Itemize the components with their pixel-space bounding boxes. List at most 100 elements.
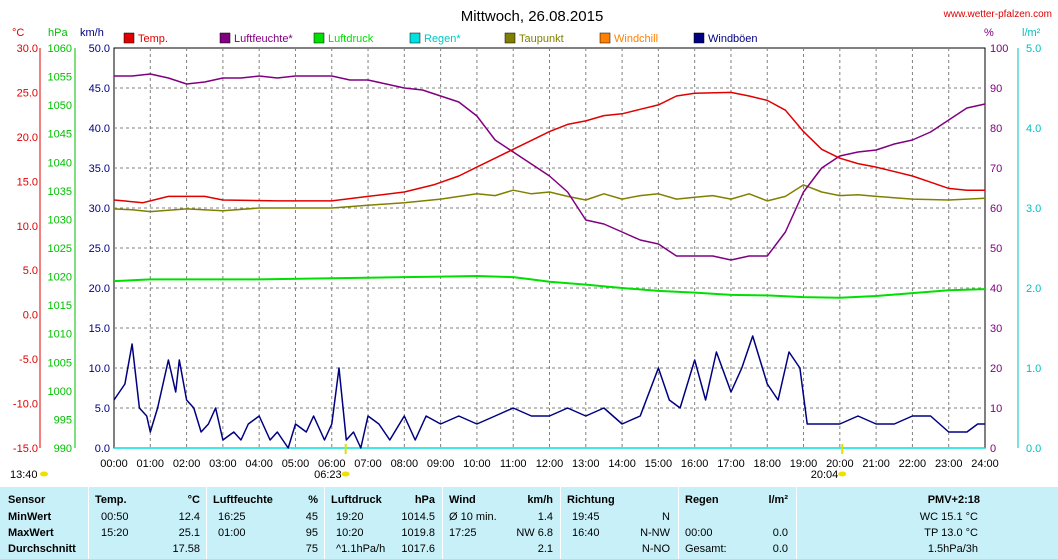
pressure-time: 19:20 xyxy=(336,511,364,523)
header-rain-unit: l/m² xyxy=(768,494,788,506)
wind-value: 1.4 xyxy=(537,511,553,523)
pressure-tick-label: 1000 xyxy=(48,386,72,398)
header-humidity-unit: % xyxy=(308,494,318,506)
direction-value: N-NO xyxy=(641,543,670,555)
column-divider xyxy=(324,487,325,559)
header-humidity: Luftfeuchte xyxy=(213,494,273,506)
wind-tick-label: 45.0 xyxy=(89,83,110,95)
column-divider xyxy=(796,487,797,559)
wind-value: 2.1 xyxy=(537,543,553,555)
x-tick-label: 21:00 xyxy=(862,458,890,470)
legend-label: Luftdruck xyxy=(328,33,374,45)
sunrise-time: 06:23 xyxy=(314,469,342,481)
legend-swatch xyxy=(219,32,231,44)
x-tick-label: 04:00 xyxy=(245,458,273,470)
column-divider xyxy=(206,487,207,559)
temp-tick-label: -5.0 xyxy=(19,354,38,366)
rain-value: 0.0 xyxy=(772,527,788,539)
x-tick-label: 18:00 xyxy=(753,458,781,470)
header-rain: Regen xyxy=(685,494,719,506)
humidity-tick-label: 40 xyxy=(990,283,1002,295)
moon-icon xyxy=(40,471,48,477)
legend-label: Luftfeuchte* xyxy=(234,33,293,45)
series-line-windböen xyxy=(113,335,985,449)
x-tick-label: 19:00 xyxy=(790,458,818,470)
x-tick-label: 14:00 xyxy=(608,458,636,470)
pressure-unit-label: hPa xyxy=(48,27,68,39)
pmv-value: 1.5hPa/3h xyxy=(927,543,978,555)
legend-label: Windböen xyxy=(708,33,758,45)
column-divider xyxy=(442,487,443,559)
site-url[interactable]: www.wetter-pfalzen.com xyxy=(943,9,1052,20)
x-tick-label: 13:00 xyxy=(572,458,600,470)
column-divider xyxy=(88,487,89,559)
x-tick-label: 17:00 xyxy=(717,458,745,470)
chart-title: Mittwoch, 26.08.2015 xyxy=(461,8,604,25)
header-direction: Richtung xyxy=(567,494,615,506)
pressure-tick-label: 1025 xyxy=(48,243,72,255)
humidity-tick-label: 80 xyxy=(990,123,1002,135)
legend-swatch xyxy=(123,32,135,44)
series-line-luftfeuchte xyxy=(114,73,986,261)
x-tick-label: 11:00 xyxy=(500,458,527,470)
pressure-time: ^1.1hPa/h xyxy=(336,543,386,555)
wind-value: NW 6.8 xyxy=(516,527,553,539)
x-tick-label: 03:00 xyxy=(209,458,237,470)
x-tick-label: 05:00 xyxy=(282,458,310,470)
row-label: MaxWert xyxy=(8,527,54,539)
x-tick-label: 08:00 xyxy=(391,458,419,470)
wind-tick-label: 0.0 xyxy=(95,443,110,455)
pressure-value: 1019.8 xyxy=(401,527,435,539)
legend-swatch xyxy=(313,32,325,44)
rain-unit-label: l/m² xyxy=(1022,27,1041,39)
wind-tick-label: 5.0 xyxy=(95,403,110,415)
humidity-value: 45 xyxy=(305,511,318,523)
temp-unit-label: °C xyxy=(12,27,24,39)
row-label: MinWert xyxy=(8,511,52,523)
pressure-tick-label: 1010 xyxy=(48,329,72,341)
axes: °C hPa km/h% l/m² 30.0 25.0 20.0 15.0 10.0 5.0 0.0… xyxy=(12,27,1041,470)
stats-table: Sensor Temp. °C Luftfeuchte% Luftdruck hPa Win… xyxy=(0,487,1058,559)
temp-tick-label: -10.0 xyxy=(13,399,38,411)
temp-tick-label: 20.0 xyxy=(17,132,38,144)
temp-time: 15:20 xyxy=(101,527,129,539)
x-tick-label: 00:00 xyxy=(100,458,128,470)
humidity-tick-label: 70 xyxy=(990,163,1002,175)
rain-tick-label: 4.0 xyxy=(1026,123,1041,135)
x-tick-label: 12:00 xyxy=(536,458,564,470)
rain-value: 0.0 xyxy=(772,543,788,555)
rain-tick-label: 2.0 xyxy=(1026,283,1041,295)
temp-time: 00:50 xyxy=(101,511,129,523)
plot-area xyxy=(113,47,986,449)
pressure-tick-label: 1005 xyxy=(48,357,72,369)
header-temp: Temp. xyxy=(95,494,127,506)
wind-tick-label: 30.0 xyxy=(89,203,110,215)
weather-chart: Mittwoch, 26.08.2015 www.wetter-pfalzen.… xyxy=(10,8,1052,481)
humidity-tick-label: 10 xyxy=(990,403,1002,415)
pressure-value: 1017.6 xyxy=(401,543,435,555)
pressure-tick-label: 1060 xyxy=(48,43,72,55)
legend-swatch xyxy=(599,32,611,44)
series-layer xyxy=(113,73,986,449)
pressure-tick-label: 1055 xyxy=(48,72,72,84)
header-sensor: Sensor xyxy=(8,494,46,506)
direction-value: N xyxy=(662,511,670,523)
wind-unit-label: km/h xyxy=(80,27,104,39)
temp-tick-label: 30.0 xyxy=(17,43,38,55)
pressure-tick-label: 995 xyxy=(54,414,72,426)
column-divider xyxy=(678,487,679,559)
pmv-value: WC 15.1 °C xyxy=(919,511,978,523)
wind-time: Ø 10 min. xyxy=(449,511,497,523)
x-tick-label: 23:00 xyxy=(935,458,963,470)
legend-swatch xyxy=(693,32,705,44)
wind-tick-label: 35.0 xyxy=(89,163,110,175)
direction-time: 16:40 xyxy=(572,527,600,539)
x-tick-label: 22:00 xyxy=(899,458,927,470)
rain-tick-label: 1.0 xyxy=(1026,363,1041,375)
wind-tick-label: 20.0 xyxy=(89,283,110,295)
temp-tick-label: -15.0 xyxy=(13,443,38,455)
humidity-unit-label: % xyxy=(984,27,994,39)
humidity-tick-label: 100 xyxy=(990,43,1008,55)
wind-time: 17:25 xyxy=(449,527,477,539)
header-temp-unit: °C xyxy=(187,494,200,506)
